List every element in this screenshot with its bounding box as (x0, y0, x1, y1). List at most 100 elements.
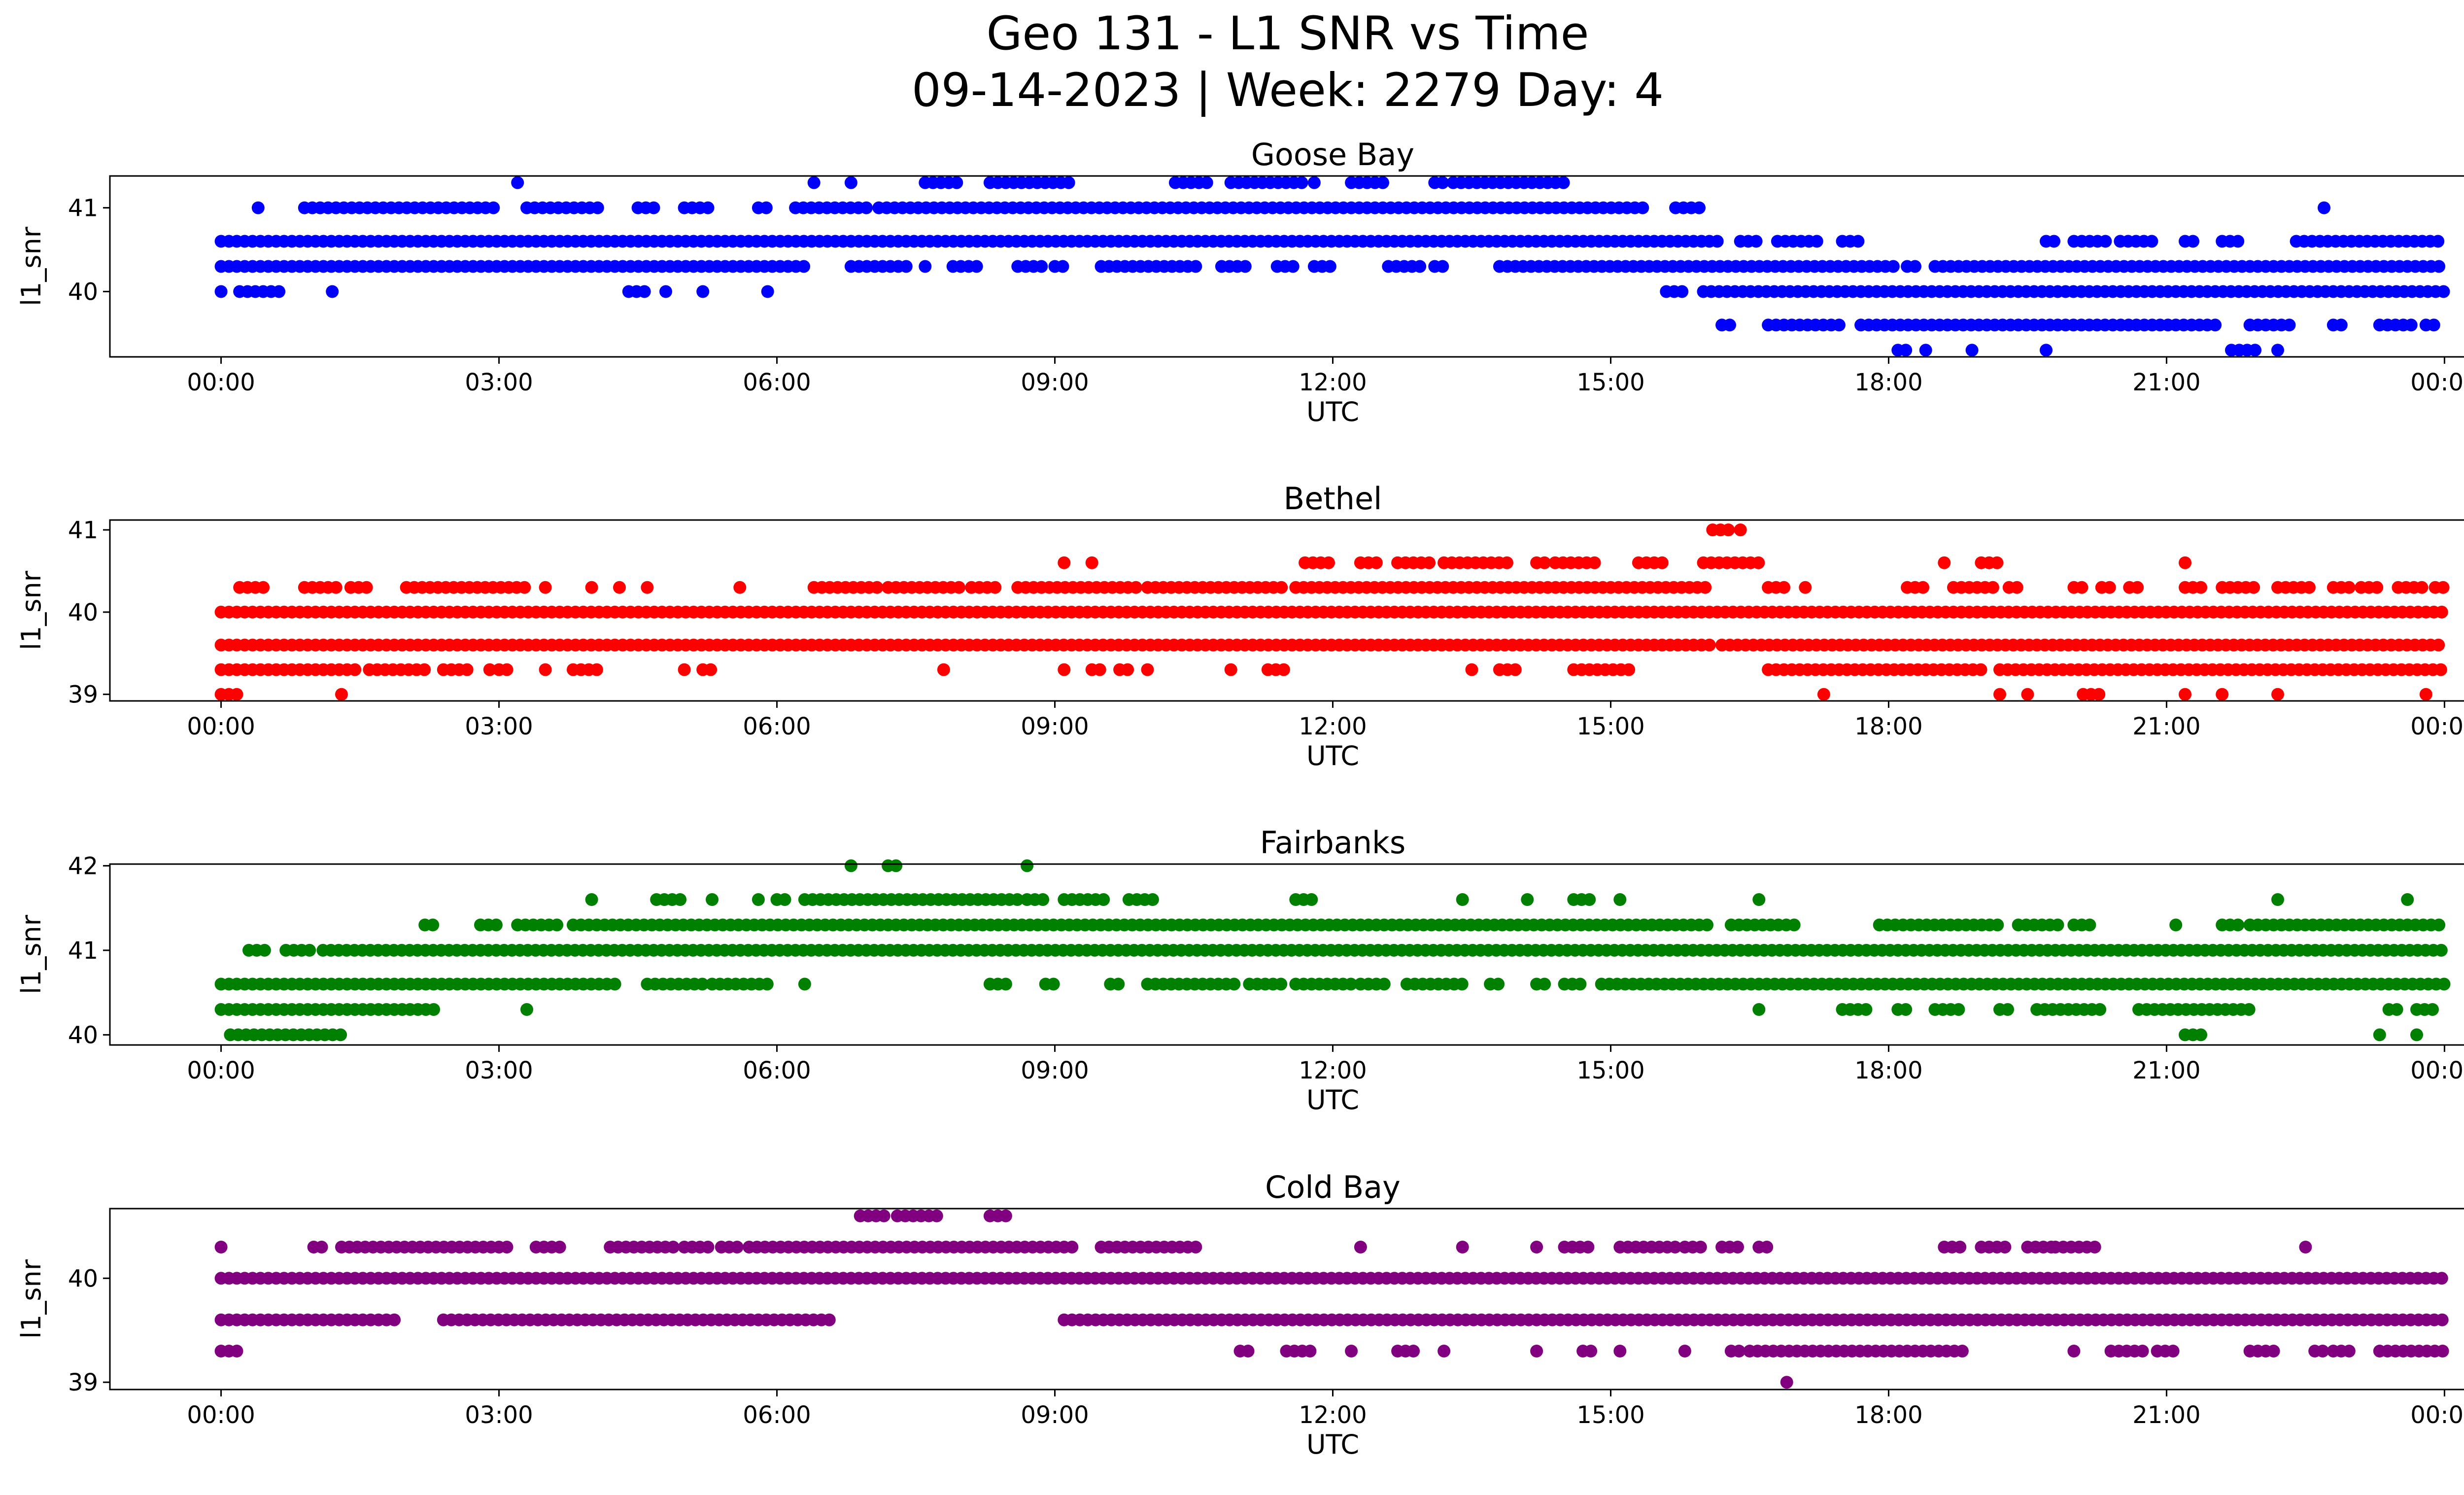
subplot-2: Fairbanks 00:00 03:00 06:00 09:00 12:00 15:00 1… (16, 825, 2464, 1115)
data-point (539, 663, 552, 676)
data-point (2088, 1241, 2101, 1253)
y-tick-label: 39 (68, 681, 98, 709)
data-point (1189, 260, 1202, 273)
data-point (2092, 688, 2106, 701)
data-point (1799, 581, 1812, 594)
data-point (489, 918, 503, 932)
x-tick-label: 06:00 (743, 369, 811, 396)
x-tick-label: 18:00 (1854, 1057, 1922, 1084)
data-point (1376, 176, 1389, 189)
data-point (1938, 556, 1951, 569)
data-point (1952, 1003, 1965, 1016)
data-point (1752, 893, 1766, 906)
data-point (1990, 556, 2004, 569)
data-point (2075, 581, 2088, 594)
data-point (1274, 977, 1288, 991)
data-points (214, 859, 2451, 1042)
data-point (500, 1241, 513, 1253)
x-tick-label: 15:00 (1576, 369, 1644, 396)
data-point (1521, 893, 1534, 906)
x-tick-label: 00:00 (187, 1057, 255, 1084)
data-point (1574, 977, 1587, 991)
data-point (518, 581, 531, 594)
data-point (608, 977, 621, 991)
data-point (2179, 688, 2191, 701)
data-point (500, 663, 513, 676)
data-point (919, 260, 932, 273)
x-tick-label: 15:00 (1576, 713, 1644, 740)
data-point (1998, 1241, 2012, 1253)
data-point (1530, 1241, 1543, 1253)
data-point (1065, 1241, 1079, 1253)
x-tick-label: 12:00 (1299, 369, 1367, 396)
data-point (1752, 556, 1765, 569)
subplot-title: Bethel (1284, 481, 1382, 517)
data-point (2083, 918, 2096, 932)
data-point (2194, 1028, 2207, 1042)
x-tick-label: 00:00 (2410, 1057, 2464, 1084)
data-point (696, 285, 710, 298)
data-point (647, 201, 660, 214)
data-point (2242, 1003, 2256, 1016)
data-point (1307, 176, 1321, 189)
data-point (591, 201, 604, 214)
data-point (2093, 1003, 2107, 1016)
data-point (1916, 581, 1929, 594)
data-points (214, 523, 2450, 701)
data-point (2247, 581, 2260, 594)
data-point (1456, 1241, 1469, 1253)
data-point (1723, 318, 1736, 332)
data-point (1436, 260, 1449, 273)
data-point (1694, 1241, 1707, 1253)
data-point (1112, 977, 1125, 991)
data-point (1919, 344, 1932, 357)
data-point (1581, 1241, 1595, 1253)
data-point (759, 201, 773, 214)
data-points (214, 176, 2450, 357)
data-point (2434, 663, 2447, 676)
data-point (1953, 1241, 1967, 1253)
subplot-1: Bethel 00:00 03:00 06:00 09:00 12:00 15:00 18:0… (16, 481, 2464, 771)
data-point (334, 1028, 347, 1042)
data-point (214, 1241, 228, 1253)
data-point (1011, 893, 1024, 906)
data-point (2145, 235, 2158, 248)
data-point (2435, 1272, 2448, 1285)
data-point (335, 688, 348, 701)
x-axis-label: UTC (1306, 1429, 1359, 1460)
data-point (860, 201, 873, 214)
data-point (553, 1241, 566, 1253)
data-point (1200, 176, 1213, 189)
data-point (585, 893, 598, 906)
data-point (258, 943, 271, 957)
data-point (798, 977, 811, 991)
data-points (214, 1209, 2449, 1389)
data-point (1613, 1345, 1627, 1357)
data-point (1085, 556, 1098, 569)
data-point (1722, 523, 1735, 536)
data-point (426, 918, 440, 932)
data-point (2419, 688, 2432, 701)
data-point (1678, 1345, 1691, 1357)
data-point (797, 260, 811, 273)
data-point (2216, 688, 2229, 701)
data-point (1538, 977, 1551, 991)
data-point (778, 893, 791, 906)
x-tick-label: 21:00 (2132, 713, 2200, 740)
data-point (1508, 663, 1522, 676)
data-point (930, 1209, 943, 1222)
data-point (388, 1313, 401, 1326)
data-point (1047, 977, 1060, 991)
data-point (1021, 859, 1034, 872)
data-point (1993, 688, 2006, 701)
data-point (1492, 977, 1505, 991)
data-point (1323, 260, 1336, 273)
data-point (1965, 344, 1979, 357)
subplot-title: Fairbanks (1260, 825, 1406, 861)
data-point (2302, 581, 2316, 594)
data-point (2432, 638, 2445, 652)
x-tick-label: 21:00 (2132, 1401, 2200, 1429)
data-point (1345, 1345, 1358, 1357)
x-axis-label: UTC (1306, 1084, 1359, 1115)
x-tick-label: 03:00 (465, 1401, 533, 1429)
